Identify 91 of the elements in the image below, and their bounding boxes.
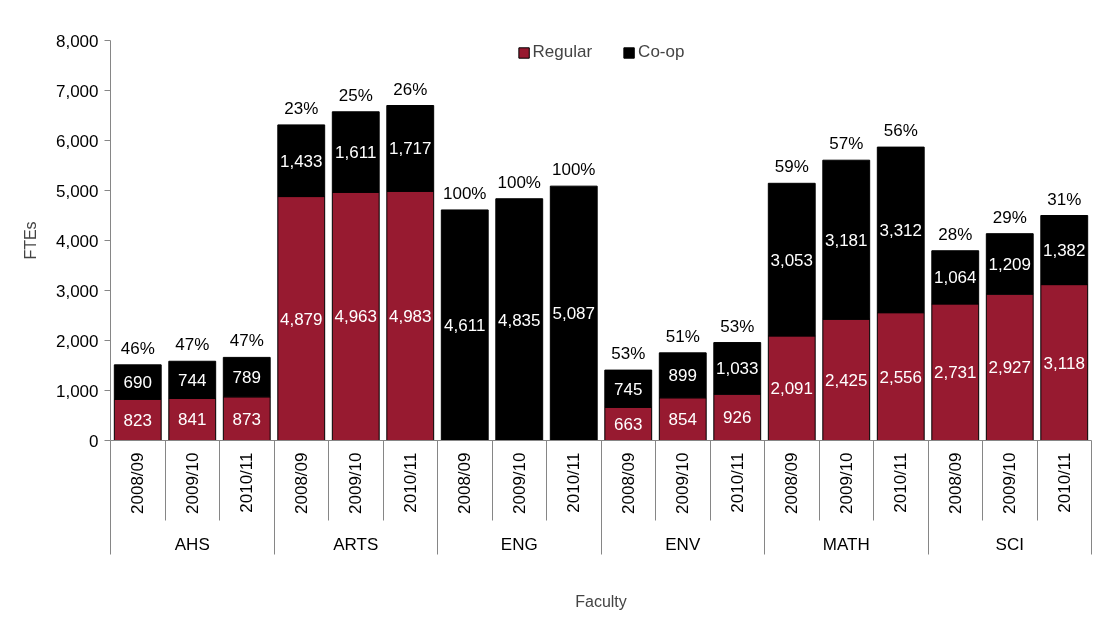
- annotation: 100%: [443, 183, 487, 203]
- x-tick-label: 2010/11: [1054, 452, 1074, 513]
- data-label: 3,181: [824, 230, 868, 250]
- y-tick-label: 8,000: [55, 31, 99, 51]
- text: ENG: [500, 534, 538, 554]
- bar: [495, 198, 544, 441]
- y-tick-label: 0: [89, 431, 99, 451]
- x-tick-label: 2010/11: [237, 452, 257, 513]
- x-tick-label: 2008/09: [945, 452, 965, 514]
- data-label: 789: [232, 368, 261, 388]
- text: SCI: [995, 534, 1024, 554]
- data-label: 663: [614, 414, 643, 434]
- annotation: 53%: [720, 316, 755, 336]
- text: AHS: [174, 534, 210, 554]
- annotation: 57%: [829, 134, 864, 154]
- annotation: 26%: [393, 79, 428, 99]
- bar: [549, 185, 598, 441]
- y-tick-label: 3,000: [55, 281, 99, 301]
- legend-label: Co-op: [638, 42, 685, 62]
- annotation: 29%: [992, 207, 1027, 227]
- data-label: 1,611: [335, 143, 377, 163]
- x-tick-label: 2009/10: [182, 452, 202, 514]
- x-tick-label: 2008/09: [782, 452, 802, 514]
- data-label: 841: [178, 410, 207, 430]
- x-tick-label: 2008/09: [291, 452, 311, 514]
- data-label: 4,611: [444, 316, 486, 336]
- legend-label: Regular: [532, 42, 593, 62]
- data-label: 744: [178, 370, 207, 390]
- y-tick-label: 1,000: [55, 381, 99, 401]
- data-label: 690: [123, 373, 152, 393]
- data-label: 5,087: [552, 304, 596, 324]
- data-label: 2,927: [988, 358, 1032, 378]
- y-tick-label: 7,000: [55, 81, 99, 101]
- data-label: 1,433: [279, 151, 323, 171]
- data-label: 873: [232, 409, 261, 429]
- x-tick-label: 2009/10: [346, 452, 366, 514]
- y-tick-label: 2,000: [55, 331, 99, 351]
- data-label: 1,209: [988, 254, 1032, 274]
- x-tick-label: 2008/09: [128, 452, 148, 514]
- data-label: 4,879: [279, 309, 323, 329]
- data-label: 1,064: [933, 268, 977, 288]
- data-label: 3,118: [1043, 353, 1085, 373]
- annotation: 46%: [120, 338, 155, 358]
- x-tick-label: 2010/11: [400, 452, 420, 513]
- annotation: 25%: [338, 85, 373, 105]
- text: ENV: [665, 534, 701, 554]
- data-label: 926: [723, 408, 752, 428]
- y-tick-label: 4,000: [55, 231, 99, 251]
- x-axis-title: Faculty: [575, 592, 627, 610]
- y-axis-title: FTEs: [21, 221, 39, 260]
- bar: [440, 209, 489, 441]
- data-label: 854: [668, 410, 697, 430]
- x-tick-label: 2009/10: [509, 452, 529, 514]
- x-tick-label: 2009/10: [836, 452, 856, 514]
- x-tick-label: 2008/09: [618, 452, 638, 514]
- annotation: 31%: [1047, 189, 1082, 209]
- x-tick-label: 2010/11: [727, 452, 747, 513]
- data-label: 2,556: [879, 367, 923, 387]
- x-tick-label: 2009/10: [1000, 452, 1020, 514]
- annotation: 23%: [284, 98, 319, 118]
- text: MATH: [822, 534, 870, 554]
- annotation: 53%: [611, 344, 646, 364]
- data-label: 1,382: [1042, 241, 1086, 261]
- data-label: 1,033: [715, 359, 759, 379]
- text: ARTS: [333, 534, 379, 554]
- x-tick-label: 2008/09: [455, 452, 475, 514]
- y-tick-label: 5,000: [55, 181, 99, 201]
- data-label: 4,983: [388, 306, 432, 326]
- x-tick-label: 2009/10: [673, 452, 693, 514]
- data-label: 745: [614, 379, 643, 399]
- annotation: 100%: [497, 172, 541, 192]
- annotation: 47%: [229, 331, 264, 351]
- data-label: 823: [123, 410, 152, 430]
- annotation: 28%: [938, 224, 973, 244]
- data-label: 1,717: [388, 139, 432, 159]
- annotation: 100%: [552, 160, 596, 180]
- x-tick-label: 2010/11: [891, 452, 911, 513]
- data-label: 2,091: [770, 379, 814, 399]
- annotation: 56%: [883, 121, 918, 141]
- annotation: 59%: [774, 157, 809, 177]
- annotation: 51%: [665, 326, 700, 346]
- data-label: 3,312: [879, 220, 923, 240]
- annotation: 47%: [175, 335, 210, 355]
- data-label: 4,963: [334, 307, 378, 327]
- data-label: 4,835: [497, 310, 541, 330]
- x-tick-label: 2010/11: [564, 452, 584, 513]
- data-label: 2,425: [824, 370, 868, 390]
- y-tick-label: 6,000: [55, 131, 99, 151]
- data-label: 2,731: [933, 363, 977, 383]
- data-label: 899: [668, 366, 697, 386]
- data-label: 3,053: [770, 250, 814, 270]
